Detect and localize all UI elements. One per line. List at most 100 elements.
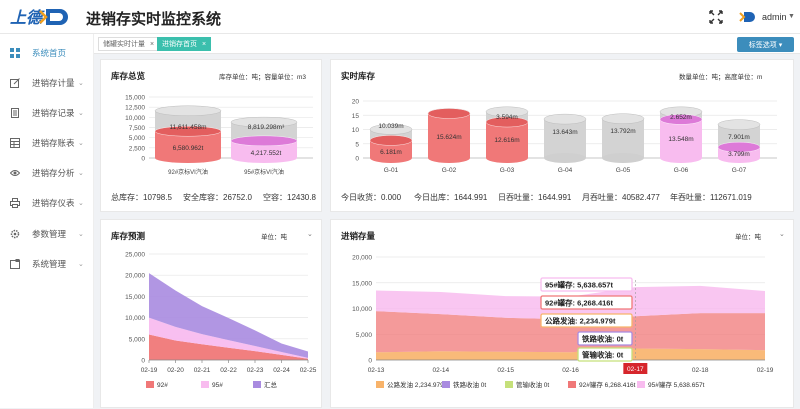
data-label: 8,819.298m³ bbox=[248, 124, 285, 131]
flow-panel: 进销存量 单位：吨 ⌄ 0 5,000 10,000 15,000 20,000 02-1… bbox=[330, 219, 794, 408]
tab-home[interactable]: 进销存首页 × bbox=[157, 37, 212, 51]
y-tick-label: 5,000 bbox=[129, 135, 146, 142]
cylinder-bottom bbox=[602, 153, 644, 163]
legend-label: 95#罐存 5,638.657t bbox=[648, 380, 705, 389]
logo: 上德 bbox=[10, 9, 68, 27]
cylinder-top bbox=[717, 119, 761, 130]
top-bar: 上德 进销存实时监控系统 admin ▼ bbox=[0, 0, 800, 34]
x-tick-label: 02-25 bbox=[300, 367, 317, 374]
panel-unit: 单位：吨 bbox=[735, 234, 761, 241]
sidebar-item-analysis[interactable]: 进销存分析 ⌄ bbox=[0, 161, 94, 185]
x-tick-label: 02-15 bbox=[497, 367, 514, 374]
legend-swatch bbox=[201, 381, 209, 388]
panel-title: 进销存量 bbox=[341, 231, 376, 241]
y-tick-label: 12,500 bbox=[125, 105, 145, 112]
x-tick-label: 02-20 bbox=[167, 367, 184, 374]
stat-empty: 空容：12430.8 bbox=[263, 193, 316, 202]
sidebar-item-dashboard[interactable]: 进销存仪表 ⌄ bbox=[0, 191, 94, 215]
user-name[interactable]: admin bbox=[762, 12, 787, 22]
y-tick-label: 20,000 bbox=[352, 255, 372, 262]
data-label: 13.643m bbox=[552, 129, 577, 136]
stat-today-receive: 今日收货：0.000 bbox=[341, 193, 402, 202]
stat-today-out: 今日出库：1644.991 bbox=[414, 193, 488, 202]
y-tick-label: 7,500 bbox=[129, 125, 146, 132]
realtime-chart: 0 5 10 15 20 G-01 G-02 G-03 G-04 G-05 G-06 G-07 10.0… bbox=[352, 99, 777, 174]
data-label: 13.548m bbox=[668, 136, 693, 143]
chevron-down-icon[interactable]: ⌄ bbox=[307, 231, 313, 238]
x-tick-label: 02-19 bbox=[757, 367, 774, 374]
tab-options-button[interactable]: 标签选项 ▾ bbox=[737, 37, 794, 52]
chevron-down-icon: ⌄ bbox=[78, 140, 84, 147]
stat-day-throughput: 日吞吐量：1644.991 bbox=[498, 193, 572, 202]
chevron-down-icon: ⌄ bbox=[78, 170, 84, 177]
user-avatar-logo-icon[interactable] bbox=[738, 11, 756, 23]
cylinder-fill bbox=[660, 119, 702, 158]
stat-safe: 安全库容：26752.0 bbox=[183, 193, 252, 202]
close-icon[interactable]: × bbox=[202, 40, 207, 48]
tooltip-text: 92#罐存: 6,268.416t bbox=[545, 298, 613, 308]
cylinder-top bbox=[369, 124, 413, 135]
forecast-chart: 0 5,000 10,000 15,000 20,000 25,000 02-19 02-20… bbox=[125, 252, 317, 390]
sidebar-item-measure[interactable]: 进销存计量 ⌄ bbox=[0, 71, 94, 95]
legend-swatch bbox=[637, 381, 645, 388]
cylinder-fill-top bbox=[427, 108, 471, 119]
tab-tank-measure[interactable]: 储罐实时计量 × bbox=[98, 37, 160, 51]
x-tick-label: 02-19 bbox=[141, 367, 158, 374]
panel-title: 库存总览 bbox=[111, 71, 146, 81]
area-series bbox=[376, 311, 765, 353]
sidebar-item-label: 进销存记录 bbox=[32, 108, 75, 118]
cylinder-body bbox=[602, 118, 644, 158]
x-tick-highlight bbox=[623, 363, 648, 374]
y-tick-label: 10 bbox=[352, 127, 360, 134]
area-series bbox=[376, 348, 765, 360]
y-tick-label: 0 bbox=[355, 156, 359, 163]
y-tick-label: 5,000 bbox=[129, 336, 146, 343]
y-tick-label: 10,000 bbox=[352, 306, 372, 313]
chevron-down-icon: ⌄ bbox=[78, 261, 84, 268]
legend-swatch bbox=[253, 381, 261, 388]
sidebar-item-label: 进销存账表 bbox=[32, 138, 75, 148]
x-tick-label: 02-16 bbox=[562, 367, 579, 374]
sidebar-item-home[interactable]: 系统首页 bbox=[0, 41, 94, 65]
x-tick-label: G-06 bbox=[674, 167, 689, 174]
x-tick-label: 02-18 bbox=[692, 367, 709, 374]
cylinder-fill bbox=[428, 113, 470, 158]
legend-label: 管输收油 0t bbox=[516, 380, 549, 389]
cylinder-fill-top bbox=[154, 126, 222, 137]
tooltip-box bbox=[577, 331, 633, 346]
sidebar-item-ledger[interactable]: 进销存账表 ⌄ bbox=[0, 131, 94, 155]
cylinder-fill-top bbox=[717, 141, 761, 153]
tab-label: 储罐实时计量 bbox=[103, 41, 145, 48]
inventory-panel: 库存总览 库存单位：吨；容量单位：m3 0 2,500 5,000 7,500 10,0… bbox=[100, 59, 322, 212]
x-tick-label: 02-24 bbox=[273, 367, 290, 374]
data-label: 6.181m bbox=[380, 149, 402, 156]
y-tick-label: 0 bbox=[141, 358, 145, 365]
eye-icon bbox=[10, 170, 20, 176]
chevron-down-icon[interactable]: ⌄ bbox=[779, 231, 785, 238]
data-label: 3.799m bbox=[728, 151, 750, 158]
data-label: 4,217.552t bbox=[251, 150, 282, 157]
chevron-down-icon[interactable]: ▼ bbox=[788, 13, 795, 20]
sidebar-item-label: 进销存计量 bbox=[32, 78, 75, 88]
cylinder-top bbox=[543, 113, 587, 125]
tooltip-box bbox=[577, 347, 633, 362]
forecast-panel: 库存预测 单位：吨 ⌄ 0 5,000 10,000 15,000 20,000 25,0… bbox=[100, 219, 322, 408]
sidebar-item-params[interactable]: 参数管理 ⌄ bbox=[0, 222, 94, 246]
sidebar-item-label: 系统首页 bbox=[32, 48, 67, 58]
data-label: 2.652m bbox=[670, 114, 692, 121]
cylinder-bottom bbox=[155, 153, 221, 163]
x-tick-label: G-04 bbox=[558, 167, 573, 174]
cylinder-body bbox=[544, 119, 586, 158]
sidebar-item-system[interactable]: 系统管理 ⌄ bbox=[0, 252, 94, 276]
x-tick-label: G-07 bbox=[732, 167, 747, 174]
legend-label: 92#罐存 6,268.416t bbox=[579, 380, 636, 389]
logo-text: 上德 bbox=[10, 9, 45, 27]
cylinder-fill-top bbox=[369, 135, 413, 146]
sidebar-item-records[interactable]: 进销存记录 ⌄ bbox=[0, 101, 94, 125]
edit-icon bbox=[10, 78, 20, 88]
close-icon[interactable]: × bbox=[150, 40, 155, 48]
fullscreen-icon[interactable] bbox=[709, 10, 723, 24]
y-tick-label: 20 bbox=[352, 99, 360, 106]
chevron-down-icon: ⌄ bbox=[78, 231, 84, 238]
x-tick-label: G-03 bbox=[500, 167, 515, 174]
